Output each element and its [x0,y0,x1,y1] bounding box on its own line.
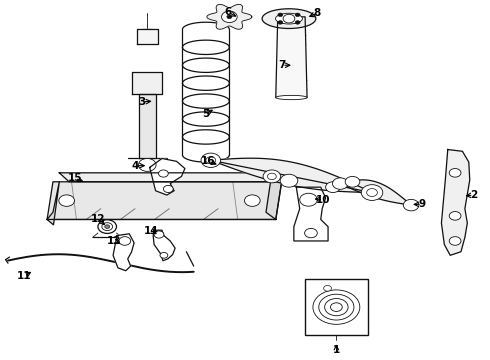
Polygon shape [340,180,411,205]
Polygon shape [47,182,282,220]
Circle shape [221,11,237,23]
Circle shape [326,182,340,193]
Ellipse shape [98,220,117,233]
Circle shape [59,195,74,206]
Circle shape [449,168,461,177]
Circle shape [139,158,156,171]
Text: 14: 14 [144,226,158,236]
Polygon shape [276,17,307,98]
Circle shape [245,195,260,206]
Circle shape [263,170,281,183]
Text: 3: 3 [139,97,146,107]
Text: 10: 10 [316,195,330,205]
Polygon shape [139,94,156,158]
Text: 5: 5 [202,109,210,119]
Polygon shape [47,182,59,225]
Circle shape [278,21,283,24]
Circle shape [268,173,276,180]
Circle shape [295,13,300,17]
Circle shape [163,185,173,193]
Text: 16: 16 [201,156,216,166]
Text: 11: 11 [17,271,31,281]
Circle shape [324,285,331,291]
Polygon shape [211,158,372,193]
Bar [305,279,368,335]
Circle shape [345,176,360,187]
Text: 1: 1 [333,345,340,355]
Polygon shape [294,187,328,241]
Ellipse shape [276,95,307,100]
Ellipse shape [275,13,302,24]
Text: 15: 15 [68,173,82,183]
Circle shape [332,178,348,189]
Circle shape [201,153,220,167]
Circle shape [449,212,461,220]
Polygon shape [137,29,158,44]
Circle shape [160,252,168,258]
Text: 12: 12 [91,214,106,224]
Circle shape [278,13,283,17]
Text: 13: 13 [107,236,122,246]
Circle shape [227,15,232,19]
Text: 7: 7 [278,60,286,70]
Circle shape [283,14,295,23]
Circle shape [154,231,164,238]
Circle shape [300,193,318,206]
Polygon shape [132,72,162,94]
Text: 8: 8 [314,8,321,18]
Polygon shape [59,173,282,182]
Circle shape [119,237,131,245]
Polygon shape [150,158,185,195]
Text: 6: 6 [224,7,231,17]
Circle shape [206,157,216,164]
Polygon shape [113,234,134,271]
Ellipse shape [262,9,316,28]
Circle shape [367,189,377,197]
Text: 4: 4 [131,161,139,171]
Polygon shape [207,4,252,29]
Text: 9: 9 [418,199,425,210]
Ellipse shape [105,225,110,228]
Polygon shape [441,149,470,255]
Circle shape [361,185,383,201]
Text: 2: 2 [470,190,477,200]
Circle shape [449,237,461,245]
Circle shape [159,170,168,177]
Circle shape [295,21,300,24]
Circle shape [280,174,298,187]
Polygon shape [266,173,282,220]
Ellipse shape [102,223,113,230]
Circle shape [403,199,419,211]
Polygon shape [153,230,175,261]
Circle shape [305,228,318,238]
